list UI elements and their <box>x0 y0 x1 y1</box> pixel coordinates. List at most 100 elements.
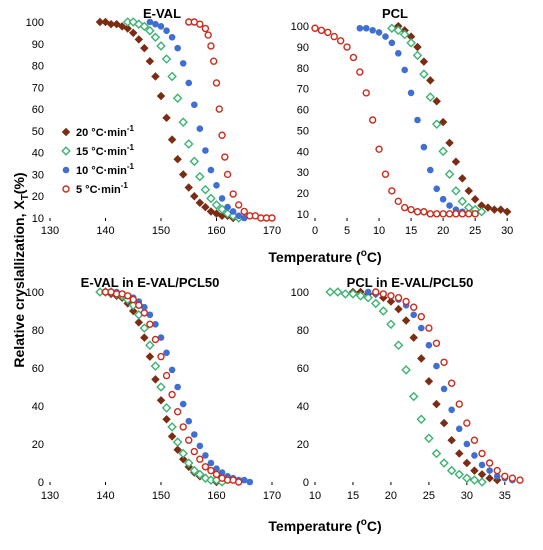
data-point <box>134 35 144 44</box>
y-tick-label: 20 <box>297 439 309 451</box>
y-tick-label: 60 <box>297 105 309 117</box>
data-point <box>207 466 215 475</box>
series-circle-2 <box>146 18 248 222</box>
data-point <box>508 474 517 482</box>
data-point <box>407 205 415 214</box>
data-point <box>477 477 487 487</box>
data-point <box>172 93 183 104</box>
y-tick-label: 100 <box>291 287 309 299</box>
data-point <box>157 352 165 361</box>
data-point <box>162 415 171 424</box>
data-point <box>400 203 409 212</box>
data-point <box>106 19 116 29</box>
data-point <box>145 25 155 36</box>
x-tick-label: 20 <box>385 490 397 502</box>
data-point <box>410 311 418 319</box>
data-point <box>324 28 332 37</box>
legend-label-text: 5 °C·min <box>76 184 121 196</box>
data-point <box>471 452 478 459</box>
data-point <box>485 473 494 483</box>
x-tick-label: 15 <box>347 490 359 502</box>
data-point <box>162 113 171 123</box>
legend-label: 5 °C·min-1 <box>76 181 128 196</box>
panel-e-val: E-VAL 130 140 150 160 170 10 20 30 40 50 60 70 80 90 10… <box>26 6 282 237</box>
data-point <box>496 205 506 214</box>
data-point <box>438 146 448 157</box>
data-point <box>185 417 193 425</box>
y-tick-label: 100 <box>291 21 309 33</box>
data-point <box>207 166 215 174</box>
data-point <box>168 33 176 41</box>
data-point <box>490 205 499 214</box>
series-diamond-1 <box>325 287 487 487</box>
data-point <box>516 476 524 484</box>
data-point <box>200 184 211 195</box>
data-point <box>470 195 480 204</box>
data-point <box>416 414 427 425</box>
data-point <box>394 197 402 206</box>
data-point <box>448 406 455 414</box>
data-point <box>363 292 373 303</box>
data-point <box>394 49 402 57</box>
data-point <box>134 318 144 327</box>
legend-label: 10 °C·min-1 <box>76 162 135 177</box>
data-point <box>433 210 441 218</box>
data-point <box>163 349 170 357</box>
data-point <box>146 18 154 26</box>
x-tick-label: 130 <box>41 490 59 502</box>
data-point <box>425 92 436 102</box>
data-point <box>183 458 194 468</box>
data-point <box>139 323 150 333</box>
data-point <box>190 447 199 456</box>
data-point <box>196 442 204 450</box>
data-point <box>419 69 429 79</box>
x-axis-label-bottom-sup: o <box>361 517 367 528</box>
x-tick-label: 25 <box>469 225 481 237</box>
series-circle-2 <box>107 288 254 486</box>
x-tick-label: 150 <box>152 225 170 237</box>
data-point <box>455 400 463 408</box>
data-point <box>447 379 456 387</box>
data-point <box>439 418 449 428</box>
panel-title: PCL <box>382 6 408 21</box>
data-point <box>386 319 396 330</box>
data-point <box>145 352 155 361</box>
data-point <box>134 19 144 29</box>
data-point <box>196 20 204 28</box>
data-point <box>229 208 237 215</box>
data-point <box>463 419 471 427</box>
y-tick-label: 70 <box>297 84 309 96</box>
data-point <box>356 68 364 76</box>
data-point <box>135 301 143 309</box>
data-point <box>140 309 149 317</box>
data-point <box>464 186 473 196</box>
data-point <box>178 454 188 464</box>
data-point <box>401 316 411 325</box>
data-point <box>218 131 226 139</box>
panel-pcl: PCL 0 5 10 15 20 25 30 10 20 30 40 50 60 70 80 90 100 <box>291 6 514 237</box>
data-point <box>343 43 351 51</box>
data-point <box>156 382 166 392</box>
data-point <box>424 433 434 444</box>
data-point <box>375 145 383 153</box>
x-axis-label-top-tail: C) <box>367 249 382 265</box>
y-tick-label: 40 <box>32 148 44 160</box>
x-axis-label-top-sup: o <box>361 248 367 259</box>
series-diamond-0 <box>348 287 502 485</box>
x-tick-label: 5 <box>344 225 350 237</box>
x-tick-label: 10 <box>309 490 321 502</box>
y-tick-label: 40 <box>297 146 309 158</box>
data-point <box>427 166 434 174</box>
data-point <box>340 289 351 299</box>
data-point <box>439 210 447 218</box>
legend-label-text: 10 °C·min <box>76 165 127 177</box>
data-point <box>393 340 404 350</box>
legend-label: 20 °C·min-1 <box>76 124 135 139</box>
data-point <box>179 400 187 408</box>
data-point <box>178 448 188 459</box>
data-point <box>150 361 161 371</box>
data-point <box>452 210 460 218</box>
data-point <box>167 71 177 82</box>
data-point <box>356 24 364 32</box>
